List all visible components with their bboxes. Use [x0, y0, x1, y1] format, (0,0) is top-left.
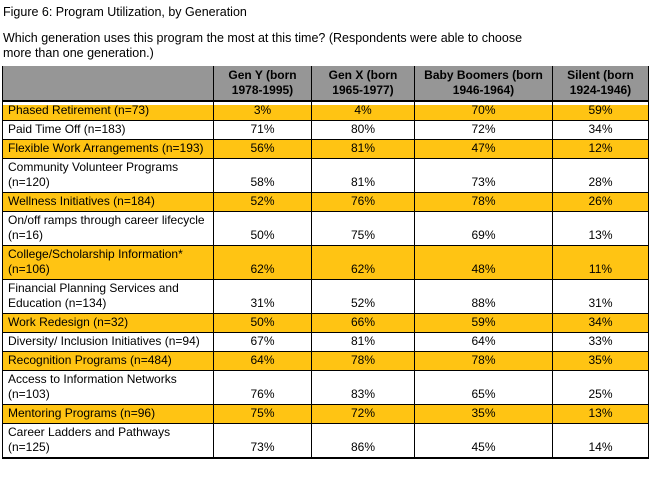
row-label-cell: Recognition Programs (n=484) — [2, 351, 214, 371]
value-cell: 31% — [213, 279, 312, 314]
value-cell: 73% — [414, 158, 553, 193]
value-cell: 58% — [213, 158, 312, 193]
value-cell: 50% — [213, 313, 312, 333]
table-row: Mentoring Programs (n=96) 75% 72% 35% 13% — [2, 404, 649, 424]
value-cell: 26% — [552, 192, 649, 212]
value-cell: 76% — [213, 370, 312, 405]
value-cell: 50% — [213, 211, 312, 246]
header-cell: Gen X (born 1965-1977) — [311, 66, 415, 102]
row-label-cell: Wellness Initiatives (n=184) — [2, 192, 214, 212]
row-label-cell: Diversity/ Inclusion Initiatives (n=94) — [2, 332, 214, 352]
header-cell: Gen Y (born 1978-1995) — [213, 66, 312, 102]
value-cell: 72% — [311, 404, 415, 424]
value-cell: 3% — [213, 100, 312, 121]
value-cell: 81% — [311, 139, 415, 159]
value-cell: 59% — [414, 313, 553, 333]
table-row: On/off ramps through career lifecycle (n… — [2, 211, 649, 246]
header-cell: Baby Boomers (born 1946-1964) — [414, 66, 553, 102]
table-row: Access to Information Networks (n=103) 76… — [2, 370, 649, 405]
value-cell: 59% — [552, 100, 649, 121]
value-cell: 13% — [552, 211, 649, 246]
value-cell: 31% — [552, 279, 649, 314]
value-cell: 70% — [414, 100, 553, 121]
program-utilization-table: Gen Y (born 1978-1995) Gen X (born 1965-1… — [2, 66, 649, 459]
value-cell: 76% — [311, 192, 415, 212]
row-label-cell: Access to Information Networks (n=103) — [2, 370, 214, 405]
value-cell: 66% — [311, 313, 415, 333]
value-cell: 35% — [414, 404, 553, 424]
value-cell: 12% — [552, 139, 649, 159]
value-cell: 47% — [414, 139, 553, 159]
row-label-cell: Mentoring Programs (n=96) — [2, 404, 214, 424]
value-cell: 52% — [311, 279, 415, 314]
table-body: Phased Retirement (n=73) 3% 4% 70% 59% Paid T… — [2, 100, 649, 459]
row-label-cell: Community Volunteer Programs (n=120) — [2, 158, 214, 193]
value-cell: 80% — [311, 120, 415, 140]
value-cell: 88% — [414, 279, 553, 314]
value-cell: 62% — [213, 245, 312, 280]
table-row: Phased Retirement (n=73) 3% 4% 70% 59% — [2, 100, 649, 121]
header-cell-blank — [2, 66, 214, 102]
row-label-cell: Work Redesign (n=32) — [2, 313, 214, 333]
value-cell: 73% — [213, 423, 312, 459]
row-label-cell: Phased Retirement (n=73) — [2, 100, 214, 121]
value-cell: 78% — [414, 351, 553, 371]
value-cell: 62% — [311, 245, 415, 280]
document-page: Figure 6: Program Utilization, by Genera… — [0, 5, 650, 459]
table-row: Financial Planning Services and Educatio… — [2, 279, 649, 314]
value-cell: 86% — [311, 423, 415, 459]
figure-title: Figure 6: Program Utilization, by Genera… — [3, 5, 247, 19]
table-row: Wellness Initiatives (n=184) 52% 76% 78% 26% — [2, 192, 649, 212]
question-text: Which generation uses this program the m… — [3, 31, 523, 60]
value-cell: 34% — [552, 313, 649, 333]
value-cell: 48% — [414, 245, 553, 280]
value-cell: 33% — [552, 332, 649, 352]
table-row: Recognition Programs (n=484) 64% 78% 78% 35% — [2, 351, 649, 371]
value-cell: 78% — [311, 351, 415, 371]
value-cell: 71% — [213, 120, 312, 140]
value-cell: 45% — [414, 423, 553, 459]
value-cell: 4% — [311, 100, 415, 121]
value-cell: 78% — [414, 192, 553, 212]
value-cell: 81% — [311, 158, 415, 193]
value-cell: 67% — [213, 332, 312, 352]
value-cell: 14% — [552, 423, 649, 459]
value-cell: 64% — [213, 351, 312, 371]
value-cell: 72% — [414, 120, 553, 140]
value-cell: 13% — [552, 404, 649, 424]
row-label-cell: On/off ramps through career lifecycle (n… — [2, 211, 214, 246]
row-label-cell: College/Scholarship Information* (n=106) — [2, 245, 214, 280]
value-cell: 65% — [414, 370, 553, 405]
value-cell: 83% — [311, 370, 415, 405]
header-cell: Silent (born 1924-1946) — [552, 66, 649, 102]
value-cell: 25% — [552, 370, 649, 405]
value-cell: 28% — [552, 158, 649, 193]
value-cell: 64% — [414, 332, 553, 352]
value-cell: 34% — [552, 120, 649, 140]
row-label-cell: Career Ladders and Pathways (n=125) — [2, 423, 214, 459]
table-row: Diversity/ Inclusion Initiatives (n=94) 6… — [2, 332, 649, 352]
table-row: Work Redesign (n=32) 50% 66% 59% 34% — [2, 313, 649, 333]
value-cell: 69% — [414, 211, 553, 246]
value-cell: 11% — [552, 245, 649, 280]
value-cell: 75% — [213, 404, 312, 424]
table-row: College/Scholarship Information* (n=106)… — [2, 245, 649, 280]
row-label-cell: Paid Time Off (n=183) — [2, 120, 214, 140]
row-label-cell: Flexible Work Arrangements (n=193) — [2, 139, 214, 159]
row-label-cell: Financial Planning Services and Educatio… — [2, 279, 214, 314]
table-row: Community Volunteer Programs (n=120) 58% 8… — [2, 158, 649, 193]
value-cell: 75% — [311, 211, 415, 246]
value-cell: 52% — [213, 192, 312, 212]
table-row: Career Ladders and Pathways (n=125) 73% 86… — [2, 423, 649, 459]
table-row: Flexible Work Arrangements (n=193) 56% 81%… — [2, 139, 649, 159]
value-cell: 81% — [311, 332, 415, 352]
value-cell: 56% — [213, 139, 312, 159]
header-row: Gen Y (born 1978-1995) Gen X (born 1965-1… — [2, 66, 649, 102]
table-row: Paid Time Off (n=183) 71% 80% 72% 34% — [2, 120, 649, 140]
value-cell: 35% — [552, 351, 649, 371]
